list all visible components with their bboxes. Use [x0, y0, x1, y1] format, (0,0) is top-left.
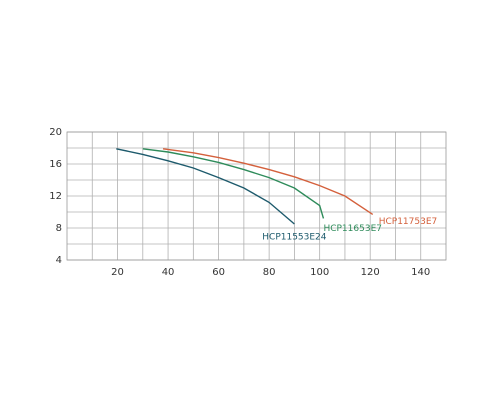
curve-label: HCP11753E7	[379, 217, 438, 227]
y-tick-label: 8	[56, 223, 62, 234]
curve	[142, 148, 325, 219]
x-tick-label: 140	[411, 267, 430, 278]
y-tick-label: 4	[56, 255, 62, 266]
x-tick-label: 100	[310, 267, 329, 278]
x-tick-label: 60	[212, 267, 225, 278]
y-tick-label: 12	[49, 191, 62, 202]
curve	[162, 148, 374, 215]
y-tick-label: 20	[49, 127, 62, 138]
curve	[116, 148, 295, 225]
x-tick-label: 40	[162, 267, 175, 278]
x-tick-label: 80	[263, 267, 276, 278]
curve-label: HCP11553E24	[262, 233, 327, 243]
curve-label: HCP11653E7	[323, 224, 382, 234]
y-tick-label: 16	[49, 159, 62, 170]
x-tick-label: 120	[361, 267, 380, 278]
x-tick-label: 20	[111, 267, 124, 278]
plot-frame	[66, 131, 447, 261]
